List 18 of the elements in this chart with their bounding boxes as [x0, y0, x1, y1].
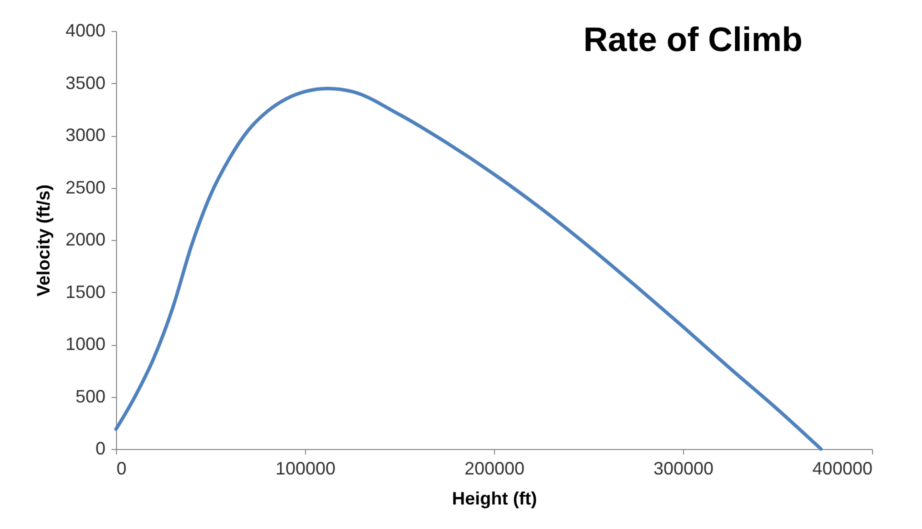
y-tick-label: 4000 — [65, 20, 106, 40]
line-series — [114, 86, 823, 451]
y-tick-label: 3000 — [65, 125, 106, 145]
y-tick-label: 2000 — [65, 230, 106, 250]
y-tick-label: 1500 — [65, 282, 106, 302]
x-tick-label: 300000 — [653, 458, 714, 478]
y-tick-label: 2500 — [65, 177, 106, 198]
x-tick-label: 400000 — [812, 458, 872, 478]
x-tick-label: 0 — [116, 458, 127, 478]
x-axis-title: Height (ft) — [452, 488, 537, 508]
y-tick-label: 1000 — [65, 334, 106, 354]
y-tick-label: 0 — [95, 438, 106, 458]
y-axis-title: Velocity (ft/s) — [33, 184, 54, 297]
x-tick-label: 100000 — [275, 458, 336, 478]
chart-title: Rate of Climb — [583, 21, 802, 59]
y-tick-label: 500 — [75, 386, 106, 406]
x-tick-label: 200000 — [464, 458, 525, 478]
y-tick-label: 3500 — [65, 72, 106, 93]
